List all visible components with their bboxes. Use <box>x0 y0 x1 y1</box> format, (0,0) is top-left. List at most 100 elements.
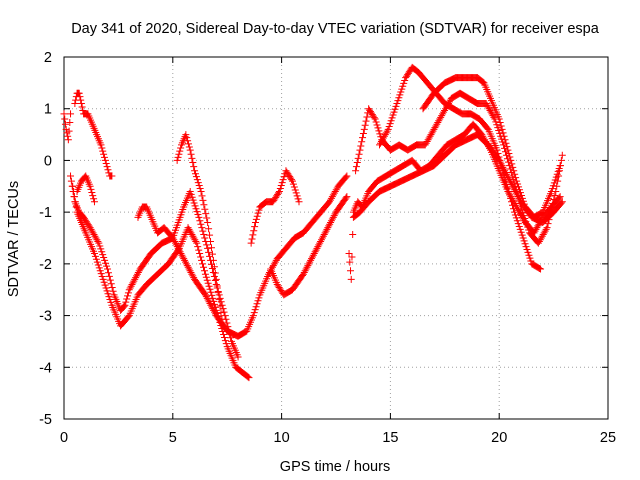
data-point <box>120 302 128 310</box>
data-point <box>312 246 320 254</box>
data-point <box>216 302 224 310</box>
data-point <box>376 130 384 138</box>
data-point <box>208 291 216 299</box>
data-point <box>199 260 207 268</box>
data-point <box>513 177 521 185</box>
data-point <box>495 156 503 164</box>
data-point <box>547 187 555 195</box>
data-point <box>199 196 207 204</box>
data-point <box>557 156 565 164</box>
data-point <box>325 222 333 230</box>
data-point <box>323 225 331 233</box>
data-point <box>207 237 215 245</box>
data-point <box>401 77 409 85</box>
data-point <box>194 210 202 218</box>
data-point <box>542 225 550 233</box>
x-tick-label: 5 <box>169 430 177 446</box>
data-point <box>108 172 116 180</box>
data-point <box>222 340 230 348</box>
data-point <box>511 211 519 219</box>
data-point <box>124 292 132 300</box>
data-point <box>372 118 380 126</box>
data-point <box>198 224 206 232</box>
data-point <box>177 250 185 258</box>
data-point <box>255 206 263 214</box>
data-point <box>324 224 332 232</box>
data-point <box>133 270 141 278</box>
data-point <box>511 170 519 178</box>
data-point <box>179 253 187 261</box>
data-point <box>509 182 517 190</box>
data-point <box>558 198 566 206</box>
data-point <box>502 168 510 176</box>
data-point <box>522 243 530 251</box>
data-point <box>509 205 517 213</box>
data-point <box>290 183 298 191</box>
data-point <box>102 259 110 267</box>
data-point <box>211 269 219 277</box>
data-point <box>556 162 564 170</box>
series-pass-12 <box>376 63 545 273</box>
data-point <box>247 239 255 247</box>
data-point <box>308 253 316 261</box>
data-point <box>385 123 393 131</box>
data-point <box>94 261 102 269</box>
data-point <box>389 111 397 119</box>
data-point <box>210 306 218 314</box>
data-point <box>97 141 105 149</box>
data-point <box>217 309 225 317</box>
data-point <box>508 160 516 168</box>
data-point <box>71 100 79 108</box>
data-point <box>388 114 396 122</box>
data-point <box>180 255 188 263</box>
data-point <box>494 155 502 163</box>
data-point <box>302 265 310 273</box>
data-point <box>327 217 335 225</box>
data-point <box>524 248 532 256</box>
data-point <box>213 282 221 290</box>
chart-title: Day 341 of 2020, Sidereal Day-to-day VTE… <box>71 21 600 37</box>
data-point <box>204 279 212 287</box>
data-point <box>520 212 528 220</box>
data-point <box>319 232 327 240</box>
data-point <box>67 110 75 118</box>
data-point <box>90 250 98 258</box>
data-point <box>363 113 371 121</box>
data-point <box>521 214 529 222</box>
data-point <box>95 239 103 247</box>
data-point <box>200 231 208 239</box>
data-point <box>204 244 212 252</box>
data-point <box>187 268 195 276</box>
data-point <box>175 150 183 158</box>
data-point <box>555 194 563 202</box>
data-point <box>275 187 283 195</box>
data-point <box>69 182 77 190</box>
data-point <box>200 267 208 275</box>
data-point <box>175 246 183 254</box>
data-point <box>173 156 181 164</box>
data-point <box>298 271 306 279</box>
data-point <box>550 196 558 204</box>
data-point <box>191 167 199 175</box>
plot-frame <box>63 56 609 420</box>
data-point <box>398 85 406 93</box>
data-point <box>554 167 562 175</box>
series-pass-9 <box>267 193 351 299</box>
data-point <box>276 185 284 193</box>
data-point <box>128 281 136 289</box>
data-point <box>100 153 108 161</box>
data-point <box>506 191 514 199</box>
data-point <box>498 125 506 133</box>
data-point <box>182 260 190 268</box>
data-point <box>204 218 212 226</box>
data-point <box>249 231 257 239</box>
data-point <box>498 162 506 170</box>
data-point <box>354 154 362 162</box>
data-point <box>122 298 130 306</box>
series-pass-4 <box>71 89 116 180</box>
data-point <box>544 220 552 228</box>
series-pass-1 <box>60 110 75 144</box>
data-point <box>191 170 199 178</box>
data-point <box>310 250 318 258</box>
data-point <box>304 262 312 270</box>
